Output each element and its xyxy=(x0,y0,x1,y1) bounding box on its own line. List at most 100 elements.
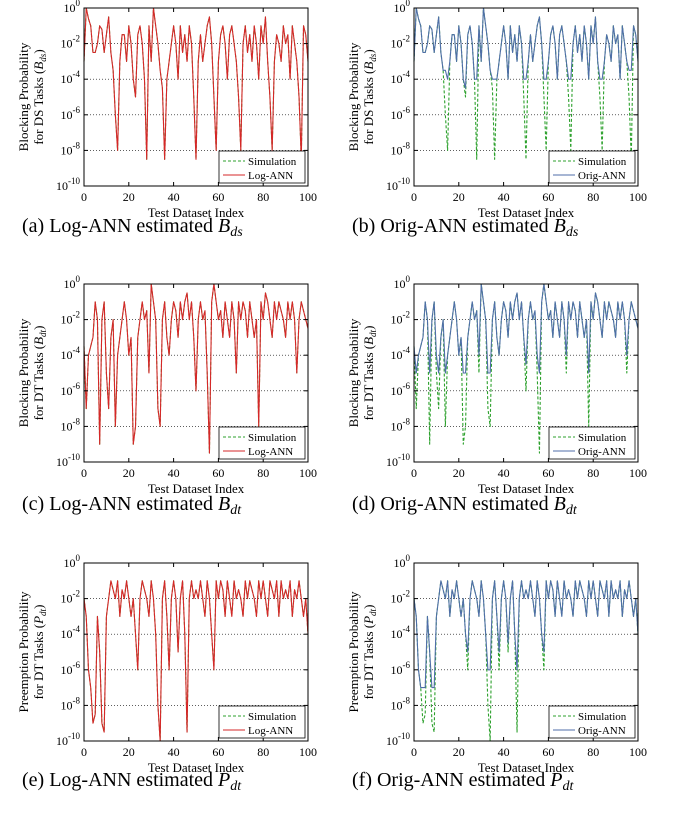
y-axis-label-line1: Blocking Probability xyxy=(346,318,361,427)
axes-frame xyxy=(413,562,639,742)
y-axis-label-line1: Preemption Probability xyxy=(16,591,31,712)
legend-box xyxy=(548,426,636,460)
caption-symbol: B xyxy=(553,215,566,237)
y-tick-label: 10-6 xyxy=(61,381,81,398)
x-axis-label: Test Dataset Index xyxy=(148,481,245,496)
axes-frame xyxy=(83,7,309,187)
x-tick-label: 60 xyxy=(542,190,554,204)
y-axis-label-line2: for DT Tasks (Bdt) xyxy=(361,326,378,421)
x-axis-label: Test Dataset Index xyxy=(478,760,575,775)
caption-a: (a) Log-ANN estimated Bds xyxy=(22,215,243,241)
y-tick-label: 10-6 xyxy=(391,660,411,677)
y-tick-label: 10-2 xyxy=(391,589,411,606)
y-tick-label: 10-6 xyxy=(61,660,81,677)
legend-entry: Simulation xyxy=(248,156,297,168)
x-tick-label: 60 xyxy=(542,745,554,759)
legend-entry: Orig-ANN xyxy=(578,725,626,737)
legend: Simulation Log-ANN xyxy=(218,150,306,184)
y-tick-label: 10-10 xyxy=(386,176,410,193)
x-tick-label: 100 xyxy=(299,466,317,480)
x-tick-label: 100 xyxy=(629,466,647,480)
x-tick-label: 0 xyxy=(411,466,417,480)
legend-entry: Simulation xyxy=(578,432,627,444)
caption-text: (c) Log-ANN estimated xyxy=(22,493,219,515)
x-tick-label: 40 xyxy=(168,466,180,480)
legend: Simulation Orig-ANN xyxy=(548,426,636,460)
y-tick-label: 10-2 xyxy=(391,34,411,51)
x-tick-label: 100 xyxy=(299,745,317,759)
series-line-orig-ann xyxy=(413,7,639,89)
y-tick-label: 10-2 xyxy=(61,589,81,606)
x-tick-label: 100 xyxy=(299,190,317,204)
y-tick-label: 100 xyxy=(394,0,411,15)
x-tick-label: 60 xyxy=(212,466,224,480)
legend-entry: Orig-ANN xyxy=(578,170,626,182)
y-tick-label: 10-8 xyxy=(391,695,411,712)
x-tick-label: 40 xyxy=(498,466,510,480)
x-tick-label: 40 xyxy=(168,190,180,204)
caption-symbol: P xyxy=(550,769,563,791)
y-tick-label: 10-4 xyxy=(391,69,411,86)
caption-e: (e) Log-ANN estimated Pdt xyxy=(22,769,241,795)
caption-c: (c) Log-ANN estimated Bdt xyxy=(22,493,241,519)
x-tick-label: 0 xyxy=(411,745,417,759)
y-tick-label: 10-10 xyxy=(56,452,80,469)
y-tick-label: 100 xyxy=(394,553,411,570)
series-line-simulation xyxy=(413,7,639,160)
caption-subscript: dt xyxy=(230,779,242,794)
y-tick-label: 100 xyxy=(64,0,81,15)
caption-subscript: dt xyxy=(562,779,574,794)
legend-entry: Log-ANN xyxy=(248,446,293,458)
chart-panel-c: 0 20 40 60 80 100 100 10-2 10-4 10-6 10-8 10-10 Test… xyxy=(16,274,317,496)
x-tick-label: 0 xyxy=(81,466,87,480)
y-axis-label-line2: for DT Tasks (Pdt) xyxy=(361,605,378,700)
x-axis-label: Test Dataset Index xyxy=(148,205,245,220)
x-tick-label: 80 xyxy=(257,745,269,759)
y-tick-label: 10-4 xyxy=(61,624,81,641)
x-tick-label: 20 xyxy=(123,190,135,204)
series-line-log-ann xyxy=(83,7,309,160)
y-tick-label: 10-6 xyxy=(391,381,411,398)
y-tick-label: 10-8 xyxy=(391,140,411,157)
y-axis-label-line1: Blocking Probability xyxy=(16,318,31,427)
legend: Simulation Log-ANN xyxy=(218,426,306,460)
y-tick-label: 10-2 xyxy=(391,310,411,327)
legend-entry: Simulation xyxy=(248,432,297,444)
caption-symbol: B xyxy=(218,215,231,237)
x-tick-label: 60 xyxy=(542,466,554,480)
series-line-simulation xyxy=(413,283,639,454)
legend-entry: Log-ANN xyxy=(248,725,293,737)
legend-box xyxy=(218,150,306,184)
x-tick-label: 20 xyxy=(453,190,465,204)
legend-box xyxy=(218,705,306,739)
legend: Simulation Log-ANN xyxy=(218,705,306,739)
y-tick-label: 10-10 xyxy=(386,452,410,469)
axes-frame xyxy=(413,7,639,187)
x-axis-label: Test Dataset Index xyxy=(478,205,575,220)
caption-f: (f) Orig-ANN estimated Pdt xyxy=(352,769,573,795)
series-line-log-ann xyxy=(83,580,309,742)
y-axis-label-line1: Blocking Probability xyxy=(16,42,31,151)
y-tick-label: 10-8 xyxy=(61,695,81,712)
caption-subscript: dt xyxy=(230,503,242,518)
x-tick-label: 80 xyxy=(587,466,599,480)
y-tick-label: 10-10 xyxy=(386,731,410,748)
y-tick-label: 100 xyxy=(64,553,81,570)
y-axis-label-line2: for DS Tasks (Bds) xyxy=(361,49,378,144)
y-tick-label: 100 xyxy=(64,274,81,291)
chart-panel-d: 0 20 40 60 80 100 100 10-2 10-4 10-6 10-8 10-10 Test… xyxy=(346,274,647,496)
legend-box xyxy=(548,705,636,739)
x-tick-label: 40 xyxy=(168,745,180,759)
x-axis-label: Test Dataset Index xyxy=(148,760,245,775)
axes-frame xyxy=(83,562,309,742)
y-axis-label-line2: for DT Tasks (Bdt) xyxy=(31,326,48,421)
caption-subscript: dt xyxy=(565,503,577,518)
x-tick-label: 80 xyxy=(257,466,269,480)
x-tick-label: 0 xyxy=(81,190,87,204)
caption-text: (d) Orig-ANN estimated xyxy=(352,493,554,515)
x-tick-label: 80 xyxy=(587,745,599,759)
chart-panel-b: 0 20 40 60 80 100 100 10-2 10-4 10-6 10-8 10-10 Test… xyxy=(346,0,647,220)
y-tick-label: 10-8 xyxy=(61,140,81,157)
caption-symbol: B xyxy=(218,493,231,515)
x-tick-label: 100 xyxy=(629,190,647,204)
